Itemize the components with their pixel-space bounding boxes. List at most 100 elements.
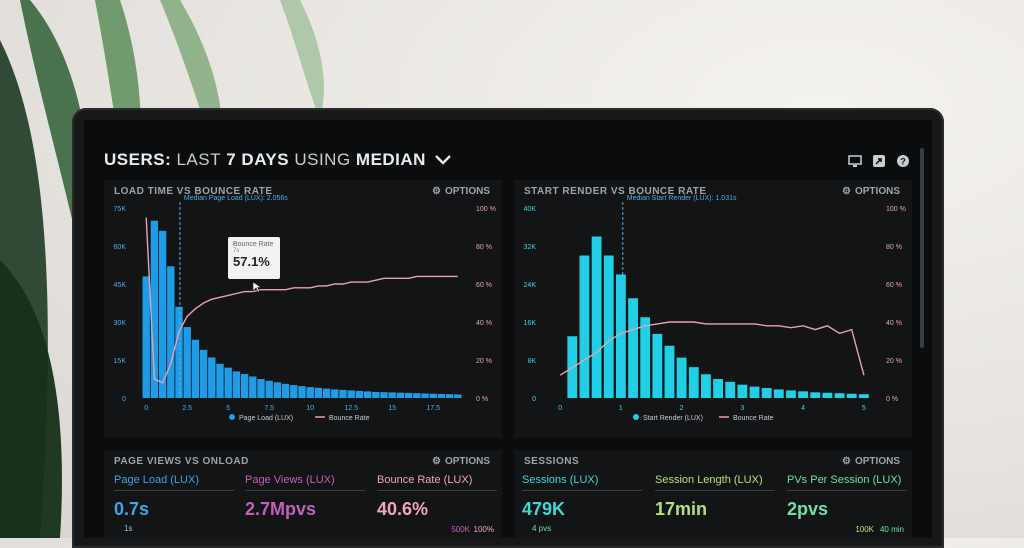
y-tick-right: 80 % — [476, 244, 492, 251]
bar — [199, 349, 208, 398]
panel-title: LOAD TIME VS BOUNCE RATE — [114, 186, 273, 197]
monitor-icon[interactable] — [848, 154, 862, 168]
metric-label: PVs Per Session (LUX) — [787, 474, 907, 491]
chevron-down-icon[interactable] — [435, 152, 452, 168]
bar — [761, 388, 772, 398]
bar — [652, 333, 663, 398]
metric-value: 40.6% — [377, 499, 429, 519]
bar — [339, 389, 347, 398]
x-tick: 4 — [801, 405, 805, 412]
metric-label: Bounce Rate (LUX) — [377, 474, 497, 491]
metric-page-load[interactable]: Page Load (LUX) 0.7s 1s — [114, 474, 234, 533]
bar — [150, 220, 159, 398]
bar — [216, 363, 224, 398]
corner-label-b: 100% — [473, 525, 494, 534]
bar — [454, 394, 462, 398]
title-last: LAST — [176, 150, 221, 169]
y-tick-right: 40 % — [476, 320, 492, 327]
scrollbar[interactable] — [920, 148, 924, 348]
y-tick-left: 15K — [114, 358, 127, 365]
bar — [257, 379, 265, 398]
bar — [249, 376, 257, 398]
dashboard-screen: USERS: LAST 7 DAYS USING MEDIAN ? LOAD T… — [84, 120, 932, 538]
x-tick: 5 — [862, 405, 866, 412]
y-tick-left: 45K — [114, 282, 127, 289]
title-median: MEDIAN — [355, 150, 426, 169]
bar — [240, 373, 249, 398]
load-time-chart: 0 15K 30K 45K 60K 75K 0 % 20 % 40 % 60 % 80 % 100 %… — [114, 195, 496, 422]
y-tick-right: 60 % — [476, 282, 492, 289]
x-tick: 5 — [226, 405, 230, 412]
metric-label: Session Length (LUX) — [655, 474, 775, 491]
gear-icon: ⚙ — [432, 186, 441, 197]
bar — [413, 393, 421, 398]
bar — [822, 392, 833, 398]
y-tick-left: 32K — [524, 244, 537, 251]
svg-text:?: ? — [900, 157, 906, 167]
x-tick: 17.5 — [426, 405, 440, 412]
y-tick-left: 30K — [114, 320, 127, 327]
x-tick: 10 — [306, 405, 314, 412]
bar — [858, 394, 869, 398]
metric-bounce-rate[interactable]: Bounce Rate (LUX) 40.6% — [377, 474, 497, 520]
share-icon[interactable] — [872, 154, 886, 168]
bar — [786, 390, 796, 398]
page-title[interactable]: USERS: LAST 7 DAYS USING MEDIAN — [104, 150, 452, 170]
tooltip: Bounce Rate 7s 57.1% — [228, 237, 280, 279]
options-button[interactable]: ⚙ OPTIONS — [432, 186, 490, 197]
bar — [810, 392, 821, 398]
metric-sessions[interactable]: Sessions (LUX) 479K 4 pvs — [522, 474, 642, 533]
bar — [429, 393, 437, 398]
load-time-panel: LOAD TIME VS BOUNCE RATE ⚙ OPTIONS 0 15K 30… — [104, 180, 502, 438]
y-tick-left: 0 — [122, 396, 126, 403]
help-icon[interactable]: ? — [896, 154, 910, 168]
median-label: Median Start Render (LUX): 1.031s — [627, 195, 737, 202]
start-render-chart: 0 8K 16K 24K 32K 40K 0 % 20 % 40 % 60 % 80 % 100 % 0… — [524, 195, 906, 422]
metric-page-views[interactable]: Page Views (LUX) 2.7Mpvs — [245, 474, 365, 520]
metric-value: 0.7s — [114, 499, 150, 519]
panel-title: START RENDER VS BOUNCE RATE — [524, 186, 707, 197]
metric-pvs-per-session[interactable]: PVs Per Session (LUX) 2pvs — [787, 474, 907, 520]
bar — [437, 393, 446, 398]
bar — [388, 392, 396, 398]
y-tick-left: 24K — [524, 282, 537, 289]
y-tick-left: 0 — [532, 396, 536, 403]
y-tick-right: 100 % — [886, 206, 906, 213]
bar — [579, 255, 590, 398]
bar — [737, 384, 748, 398]
sessions-panel: SESSIONS ⚙ OPTIONS Sessions (LUX) 479K 4 … — [514, 450, 912, 538]
bar — [834, 393, 845, 398]
header-icons: ? — [848, 154, 910, 168]
y-tick-right: 60 % — [886, 282, 902, 289]
x-tick: 1 — [619, 405, 623, 412]
gear-icon: ⚙ — [842, 456, 851, 467]
bar — [628, 298, 638, 398]
page-views-panel: PAGE VIEWS VS ONLOAD ⚙ OPTIONS Page Load … — [104, 450, 502, 538]
metric-label: Page Views (LUX) — [245, 474, 365, 491]
x-tick: 12.5 — [344, 405, 358, 412]
bar — [688, 367, 699, 398]
bar — [640, 317, 651, 398]
bar — [183, 327, 191, 398]
cursor-icon — [252, 280, 262, 298]
metric-session-length[interactable]: Session Length (LUX) 17min — [655, 474, 775, 520]
bar — [773, 389, 784, 398]
y-tick-right: 20 % — [476, 358, 492, 365]
bar — [306, 387, 314, 398]
bar — [265, 380, 273, 398]
y-tick-left: 60K — [114, 244, 127, 251]
tooltip-value: 57.1% — [233, 254, 270, 269]
bar — [372, 391, 380, 398]
x-tick: 3 — [740, 405, 744, 412]
options-button[interactable]: ⚙ OPTIONS — [842, 456, 900, 467]
bar — [591, 236, 602, 398]
bar — [603, 255, 614, 398]
bar — [167, 266, 175, 398]
options-button[interactable]: ⚙ OPTIONS — [842, 186, 900, 197]
x-tick: 0 — [144, 405, 148, 412]
options-button[interactable]: ⚙ OPTIONS — [432, 456, 490, 467]
bar — [676, 357, 687, 398]
gear-icon: ⚙ — [842, 186, 851, 197]
y-tick-right: 80 % — [886, 244, 902, 251]
bar — [380, 392, 388, 398]
